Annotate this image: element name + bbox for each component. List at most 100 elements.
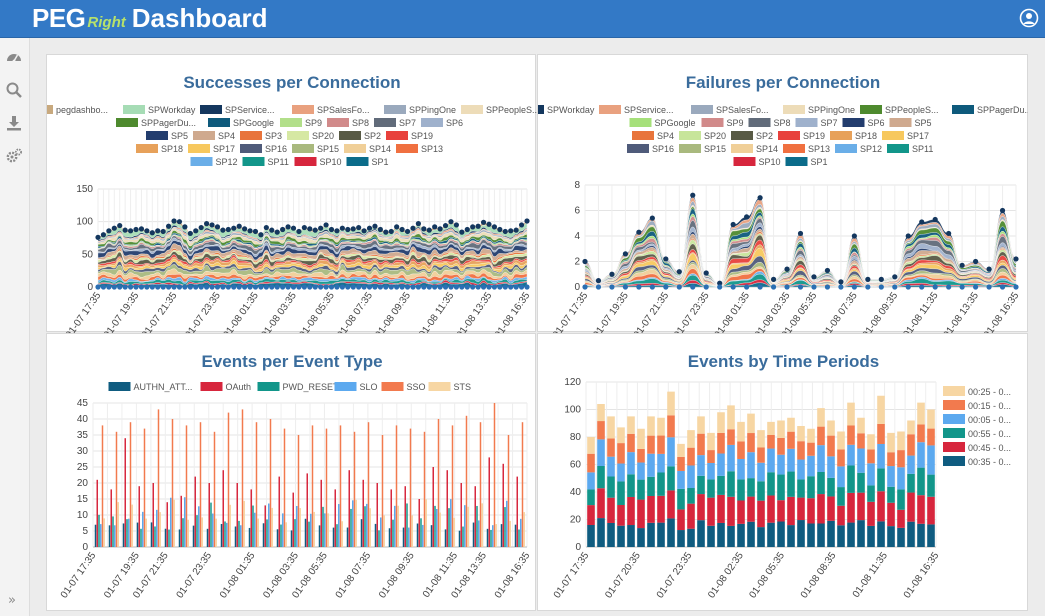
data-point[interactable]: [415, 221, 421, 227]
bar-pwdreset[interactable]: [210, 502, 212, 547]
legend-item[interactable]: SPGoogle: [655, 118, 696, 128]
baseline-point[interactable]: [878, 284, 884, 290]
legend-item[interactable]: SP19: [411, 131, 433, 141]
bar-oauth[interactable]: [166, 502, 168, 547]
legend-item[interactable]: SPWorkday: [547, 105, 595, 115]
data-point[interactable]: [274, 229, 280, 235]
bar-slo[interactable]: [142, 511, 144, 547]
stacked-bar-segment[interactable]: [817, 445, 825, 473]
data-point[interactable]: [187, 230, 193, 237]
stacked-bar-segment[interactable]: [677, 488, 685, 510]
bar-pwdreset[interactable]: [98, 514, 100, 547]
bar-slo[interactable]: [492, 525, 494, 547]
bar-slo[interactable]: [478, 520, 480, 547]
bar-sso[interactable]: [339, 425, 342, 547]
bar-oauth[interactable]: [208, 483, 210, 547]
data-point[interactable]: [932, 216, 938, 223]
stacked-bar-segment[interactable]: [607, 522, 615, 547]
baseline-point[interactable]: [410, 284, 416, 290]
bar-sts[interactable]: [117, 502, 119, 547]
bar-pwdreset[interactable]: [308, 521, 310, 547]
data-point[interactable]: [770, 276, 777, 282]
stacked-bar-segment[interactable]: [777, 500, 785, 522]
bar-authnatt[interactable]: [206, 528, 209, 547]
legend-item[interactable]: SP1: [372, 157, 389, 167]
data-point[interactable]: [811, 274, 817, 280]
bar-slo[interactable]: [436, 509, 438, 547]
stacked-bar-segment[interactable]: [707, 450, 715, 463]
data-point[interactable]: [582, 258, 588, 265]
data-point[interactable]: [269, 227, 275, 233]
data-point[interactable]: [502, 228, 508, 235]
baseline-point[interactable]: [394, 284, 400, 290]
stacked-bar-segment[interactable]: [607, 476, 615, 498]
stacked-bar-segment[interactable]: [657, 453, 665, 473]
baseline-point[interactable]: [865, 284, 871, 290]
bar-slo[interactable]: [394, 505, 396, 547]
baseline-point[interactable]: [339, 284, 345, 290]
stacked-bar-segment[interactable]: [627, 433, 635, 453]
stacked-bar-segment[interactable]: [647, 453, 655, 477]
bar-authnatt[interactable]: [430, 525, 433, 547]
bar-oauth[interactable]: [390, 489, 392, 547]
bar-authnatt[interactable]: [332, 527, 335, 547]
data-point[interactable]: [296, 228, 302, 235]
search-icon[interactable]: [5, 81, 23, 99]
bar-oauth[interactable]: [418, 499, 420, 547]
bar-sts[interactable]: [411, 515, 413, 547]
bar-sso[interactable]: [395, 425, 398, 547]
baseline-point[interactable]: [609, 284, 615, 290]
stacked-bar-segment[interactable]: [617, 525, 625, 547]
baseline-point[interactable]: [426, 284, 432, 290]
baseline-point[interactable]: [437, 284, 443, 290]
bar-oauth[interactable]: [96, 479, 98, 547]
bar-authnatt[interactable]: [472, 522, 475, 547]
stacked-bar-segment[interactable]: [867, 501, 875, 526]
bar-sso[interactable]: [507, 435, 510, 547]
stacked-bar-segment[interactable]: [727, 471, 735, 497]
stacked-bar-segment[interactable]: [647, 416, 655, 436]
baseline-point[interactable]: [165, 284, 172, 290]
stacked-bar-segment[interactable]: [617, 463, 625, 482]
data-point[interactable]: [198, 224, 204, 231]
stacked-bar-segment[interactable]: [737, 523, 745, 547]
baseline-point[interactable]: [663, 284, 669, 290]
bar-oauth[interactable]: [250, 489, 252, 547]
stacked-bar-segment[interactable]: [867, 434, 875, 450]
bar-pwdreset[interactable]: [420, 518, 422, 547]
stacked-bar-segment[interactable]: [677, 443, 685, 457]
legend-item[interactable]: SP14: [369, 144, 391, 154]
data-point[interactable]: [350, 226, 356, 232]
legend-item[interactable]: SP17: [907, 131, 929, 141]
legend-item[interactable]: SP2: [364, 131, 381, 141]
baseline-point[interactable]: [231, 284, 237, 290]
bar-oauth[interactable]: [124, 438, 126, 547]
data-point[interactable]: [437, 226, 443, 232]
bar-slo[interactable]: [408, 527, 410, 547]
stacked-bar-segment[interactable]: [677, 470, 685, 489]
data-point[interactable]: [757, 195, 763, 201]
bar-sts[interactable]: [425, 499, 427, 547]
stacked-bar-segment[interactable]: [707, 525, 715, 547]
bar-oauth[interactable]: [404, 486, 406, 547]
data-point[interactable]: [851, 233, 857, 239]
baseline-point[interactable]: [475, 284, 481, 290]
bar-sso[interactable]: [283, 428, 286, 547]
bar-sso[interactable]: [143, 428, 146, 547]
bar-pwdreset[interactable]: [112, 516, 114, 547]
stacked-bar-segment[interactable]: [707, 497, 715, 526]
stacked-bar-segment[interactable]: [657, 417, 665, 436]
bar-oauth[interactable]: [180, 495, 182, 547]
bar-sso[interactable]: [437, 419, 440, 547]
stacked-bar-segment[interactable]: [807, 442, 815, 456]
bar-sso[interactable]: [521, 422, 524, 547]
data-point[interactable]: [307, 226, 313, 232]
bar-slo[interactable]: [338, 504, 340, 547]
baseline-point[interactable]: [459, 284, 465, 290]
bar-authnatt[interactable]: [164, 528, 167, 547]
baseline-point[interactable]: [160, 284, 166, 290]
baseline-point[interactable]: [187, 284, 193, 290]
bar-sso[interactable]: [241, 409, 244, 547]
legend-item[interactable]: SSO: [407, 382, 426, 392]
stacked-bar-segment[interactable]: [717, 453, 725, 476]
